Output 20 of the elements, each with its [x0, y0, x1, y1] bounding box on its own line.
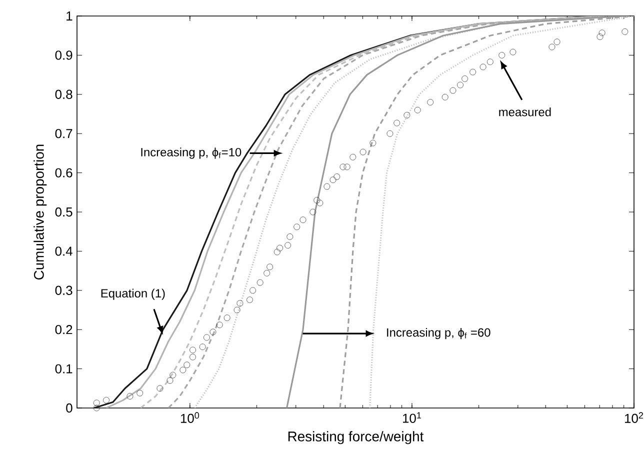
x-tick-label: 10$^{0}$: [180, 412, 200, 423]
y-tick-label: 0.2: [55, 325, 72, 334]
y-tick-label: 0.9: [55, 50, 72, 60]
x-tick-label: 10$^{2}$: [625, 412, 644, 423]
y-tick-label: 0.5: [55, 207, 72, 217]
annotation: measured: [499, 108, 551, 116]
annotation: Increasing p, ϕ$_{f}$ =60: [387, 328, 490, 340]
x-axis-title: Resisting force/weight: [288, 431, 424, 444]
y-tick-label: 0.8: [55, 90, 72, 99]
y-tick-label: 0: [66, 403, 72, 413]
annotation: Increasing p, ϕ$_{f}$=10: [141, 148, 242, 159]
y-tick-label: 1: [66, 12, 72, 20]
y-axis-title: Cumulative proportion: [34, 144, 47, 280]
y-tick-label: 0.4: [55, 246, 72, 256]
y-tick-label: 0.3: [55, 286, 72, 295]
y-tick-label: 0.6: [55, 168, 72, 178]
y-tick-label: 0.7: [55, 129, 72, 138]
x-tick-label: 10$^{1}$: [402, 412, 421, 423]
y-tick-label: 0.1: [55, 364, 72, 374]
annotation: Equation (1): [101, 288, 165, 300]
